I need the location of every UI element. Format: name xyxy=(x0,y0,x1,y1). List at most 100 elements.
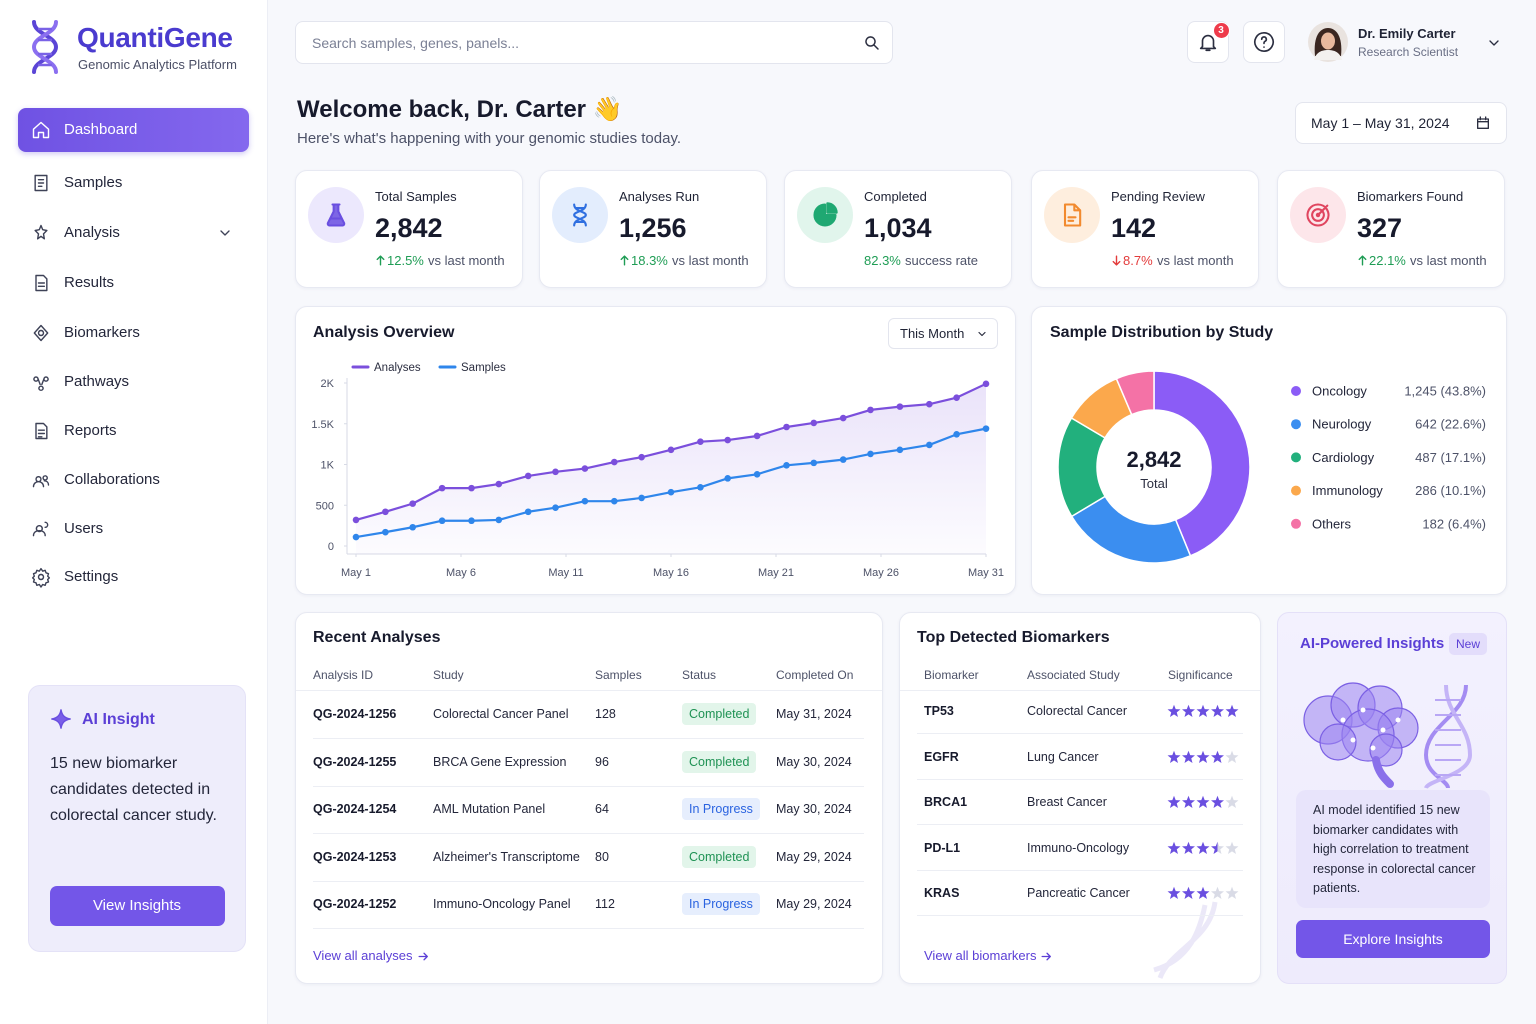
stat-note: vs last month xyxy=(428,253,505,268)
brand-name: QuantiGene xyxy=(77,22,233,53)
data-point xyxy=(468,517,475,525)
legend-dot xyxy=(1291,419,1301,430)
brand-tagline: Genomic Analytics Platform xyxy=(78,57,237,72)
welcome-subtitle: Here's what's happening with your genomi… xyxy=(297,130,681,147)
nav-item[interactable] xyxy=(18,555,249,599)
legend-label: Cardiology xyxy=(1312,450,1375,465)
view-all-link[interactable]: View all analyses xyxy=(313,948,413,963)
table-title: Recent Analyses xyxy=(313,629,441,646)
legend-label: Neurology xyxy=(1312,417,1372,432)
data-point xyxy=(409,523,416,531)
link-arrow xyxy=(418,952,428,961)
help-icon xyxy=(1254,32,1274,52)
biomarker-name: KRAS xyxy=(924,886,960,900)
stat-label: Completed xyxy=(864,189,927,204)
stat-value: 1,034 xyxy=(864,213,932,243)
nav-label: Analysis xyxy=(64,224,120,241)
neuron-node xyxy=(1395,717,1401,723)
sparkle-icon xyxy=(51,709,71,729)
trend-arrow xyxy=(376,255,385,266)
data-point xyxy=(638,494,645,502)
star xyxy=(1182,795,1195,808)
view-all-link[interactable]: View all biomarkers xyxy=(924,948,1037,963)
nav-item[interactable] xyxy=(18,108,249,152)
nav-icon-shape xyxy=(32,475,50,488)
study-name: AML Mutation Panel xyxy=(433,802,546,817)
date-range-picker[interactable] xyxy=(1295,102,1507,144)
stat-icon-glyph xyxy=(1306,203,1330,227)
data-point xyxy=(982,380,990,388)
sample-count: 112 xyxy=(595,897,615,912)
nav-item[interactable] xyxy=(18,507,249,551)
nav-item[interactable] xyxy=(18,360,249,404)
explore-insights-button[interactable] xyxy=(1296,920,1490,958)
search-box[interactable] xyxy=(295,21,893,64)
data-point xyxy=(724,475,731,482)
data-point xyxy=(926,441,933,449)
rating-stars xyxy=(1167,750,1239,763)
stat-icon xyxy=(308,187,364,243)
data-point xyxy=(953,394,960,401)
nav-label: Pathways xyxy=(64,373,130,390)
nav-label: Results xyxy=(64,274,115,291)
nav-item[interactable] xyxy=(18,409,249,453)
stat-icon-bg xyxy=(1290,187,1346,243)
legend-label: Immunology xyxy=(1312,483,1383,498)
panel-title: AI-Powered Insights xyxy=(1300,635,1445,652)
dropdown-chevron xyxy=(978,331,986,337)
donut-slice xyxy=(1115,370,1155,416)
stat-change: 22.1% xyxy=(1369,253,1406,268)
nav-item[interactable] xyxy=(18,211,249,255)
x-tick-label: May 11 xyxy=(548,567,583,579)
data-point xyxy=(953,431,960,438)
stat-glyph xyxy=(573,203,587,227)
row-divider xyxy=(917,915,1243,916)
nav-item[interactable] xyxy=(18,261,249,305)
link-arrow xyxy=(1041,952,1051,961)
biomarker-name: PD-L1 xyxy=(924,840,961,855)
row-divider xyxy=(917,733,1243,734)
stat-value: 142 xyxy=(1111,213,1157,243)
data-point xyxy=(810,419,818,427)
view-insights-button[interactable] xyxy=(50,886,225,926)
nav-icon xyxy=(32,475,50,488)
nav-item[interactable] xyxy=(18,161,249,205)
sample-count: 96 xyxy=(595,754,609,769)
row-divider xyxy=(313,738,864,739)
star xyxy=(1196,750,1210,763)
data-point xyxy=(982,425,990,432)
trend-arrow xyxy=(1112,255,1121,266)
nav-icon-shape xyxy=(35,422,48,440)
nav-icon-shape xyxy=(34,174,48,192)
chart-title: Sample Distribution by Study xyxy=(1050,324,1274,341)
biomarker-name: TP53 xyxy=(924,704,954,718)
data-point xyxy=(524,472,532,480)
data-point xyxy=(839,456,847,463)
help-icon-shape xyxy=(1254,32,1274,52)
data-point xyxy=(697,484,704,491)
nav-label: Users xyxy=(64,520,104,537)
trend-arrow xyxy=(620,255,629,266)
star xyxy=(1196,795,1210,808)
star xyxy=(1225,795,1239,808)
nav-icon xyxy=(33,376,49,391)
data-point xyxy=(896,446,904,454)
nav-icon xyxy=(34,174,48,192)
stat-note: success rate xyxy=(905,253,978,268)
y-tick-label: 1.5K xyxy=(311,419,334,431)
associated-study: Breast Cancer xyxy=(1027,795,1107,809)
nav-icon-shape xyxy=(33,376,49,391)
period-dropdown[interactable] xyxy=(888,318,998,349)
x-tick-label: May 26 xyxy=(863,567,899,579)
study-name: Colorectal Cancer Panel xyxy=(433,707,569,721)
star xyxy=(1211,841,1224,854)
nav-chevron xyxy=(220,230,230,236)
donut-chart: Oncology 1,245 (43.8%) Neurology 642 (22.6%… xyxy=(1057,370,1486,564)
neuron-node xyxy=(1350,737,1356,743)
sample-count: 64 xyxy=(595,802,609,817)
insight-text-box xyxy=(1296,790,1490,908)
stat-glyph xyxy=(813,202,838,227)
data-point xyxy=(611,458,618,466)
neuron-node xyxy=(1360,707,1366,713)
dna-strand xyxy=(32,20,59,74)
